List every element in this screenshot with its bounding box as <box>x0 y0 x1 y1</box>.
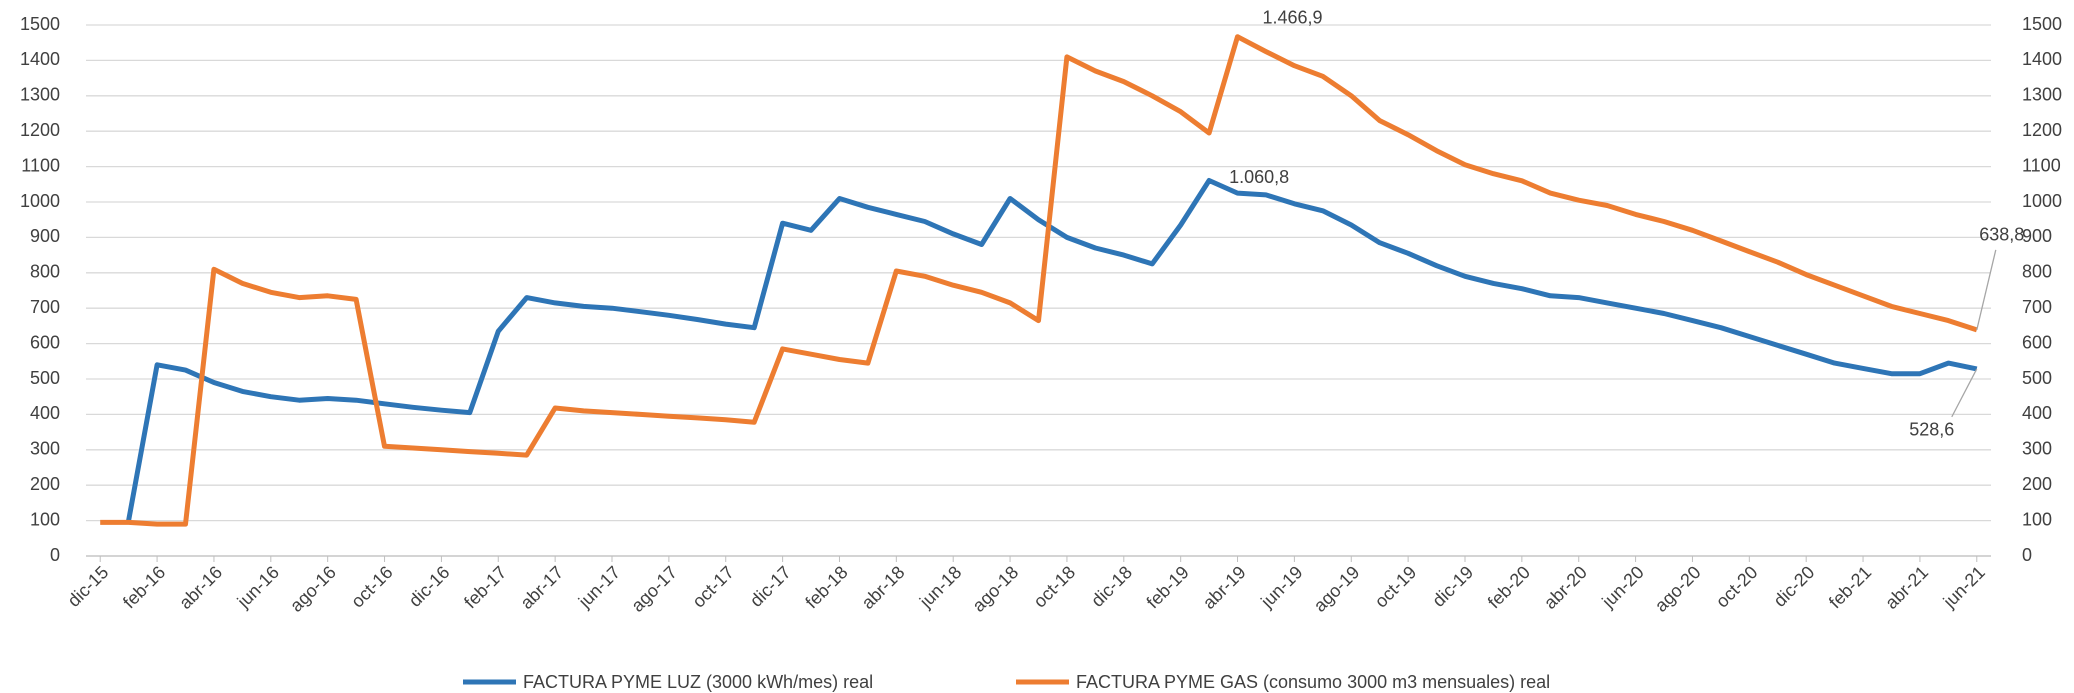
y2-tick-label: 900 <box>2022 226 2052 246</box>
y-tick-label: 1400 <box>20 49 60 69</box>
x-tick-label: abr-18 <box>858 562 909 613</box>
x-tick-label: ago-16 <box>286 562 340 616</box>
y-tick-label: 300 <box>30 439 60 459</box>
x-tick-label: abr-19 <box>1199 562 1250 613</box>
y2-tick-label: 1300 <box>2022 85 2062 105</box>
y-tick-label: 1300 <box>20 85 60 105</box>
x-tick-label: ago-17 <box>627 562 681 616</box>
line-series <box>100 34 1978 527</box>
x-tick-label: abr-17 <box>516 562 567 613</box>
x-tick-label: oct-19 <box>1371 562 1421 612</box>
x-tick-label: dic-17 <box>746 562 795 611</box>
y2-tick-label: 1500 <box>2022 14 2062 34</box>
x-tick-label: jun-21 <box>1939 562 1989 612</box>
x-tick-label: abr-20 <box>1540 562 1591 613</box>
legend-label: FACTURA PYME GAS (consumo 3000 m3 mensua… <box>1076 672 1550 692</box>
x-tick-label: dic-16 <box>405 562 454 611</box>
x-tick-label: feb-17 <box>460 562 510 612</box>
x-tick-label: dic-15 <box>64 562 113 611</box>
data-label: 1.466,9 <box>1263 7 1323 27</box>
x-tick-label: dic-19 <box>1428 562 1477 611</box>
y-tick-label: 700 <box>30 297 60 317</box>
y2-tick-label: 100 <box>2022 509 2052 529</box>
x-tick-label: feb-21 <box>1825 562 1875 612</box>
y2-tick-label: 0 <box>2022 545 2032 565</box>
y-tick-label: 800 <box>30 262 60 282</box>
y2-tick-label: 200 <box>2022 474 2052 494</box>
legend-label: FACTURA PYME LUZ (3000 kWh/mes) real <box>523 672 873 692</box>
y-tick-label: 600 <box>30 332 60 352</box>
y2-tick-label: 600 <box>2022 332 2052 352</box>
x-tick-label: jun-17 <box>574 562 624 612</box>
y2-tick-label: 400 <box>2022 403 2052 423</box>
x-tick-label: oct-16 <box>347 562 397 612</box>
x-tick-label: feb-19 <box>1143 562 1193 612</box>
y-tick-label: 400 <box>30 403 60 423</box>
line-series <box>126 178 1978 522</box>
y2-tick-label: 300 <box>2022 439 2052 459</box>
y-tick-label: 900 <box>30 226 60 246</box>
y2-tick-label: 1200 <box>2022 120 2062 140</box>
label-leader <box>1951 368 1978 418</box>
y-tick-label: 100 <box>30 509 60 529</box>
data-label: 528,6 <box>1909 420 1954 440</box>
x-tick-label: oct-17 <box>688 562 738 612</box>
x-tick-label: oct-20 <box>1712 562 1762 612</box>
x-tick-label: jun-18 <box>915 562 965 612</box>
label-leader <box>1976 249 1997 331</box>
y-tick-label: 200 <box>30 474 60 494</box>
x-tick-label: dic-20 <box>1770 562 1819 611</box>
y2-tick-label: 800 <box>2022 262 2052 282</box>
y2-tick-label: 1100 <box>2022 155 2061 175</box>
x-tick-label: ago-20 <box>1651 562 1705 616</box>
y2-tick-label: 700 <box>2022 297 2052 317</box>
x-tick-label: dic-18 <box>1087 562 1136 611</box>
y2-tick-label: 1000 <box>2022 191 2062 211</box>
x-tick-label: abr-16 <box>175 562 226 613</box>
x-tick-label: oct-18 <box>1030 562 1080 612</box>
y-tick-label: 1500 <box>20 14 60 34</box>
y2-tick-label: 1400 <box>2022 49 2062 69</box>
y-tick-label: 1100 <box>21 155 60 175</box>
data-label: 638,8 <box>1979 225 2024 245</box>
x-tick-label: jun-16 <box>233 562 283 612</box>
x-tick-label: jun-19 <box>1256 562 1306 612</box>
x-tick-label: abr-21 <box>1881 562 1932 613</box>
y-tick-label: 1200 <box>20 120 60 140</box>
y-tick-label: 1000 <box>20 191 60 211</box>
y-tick-label: 0 <box>50 545 60 565</box>
x-tick-label: feb-18 <box>801 562 851 612</box>
data-label: 1.060,8 <box>1229 167 1289 187</box>
y-tick-label: 500 <box>30 368 60 388</box>
x-tick-label: ago-19 <box>1310 562 1364 616</box>
x-tick-label: ago-18 <box>968 562 1022 616</box>
x-tick-label: jun-20 <box>1598 562 1648 612</box>
x-tick-label: feb-20 <box>1484 562 1534 612</box>
y2-tick-label: 500 <box>2022 368 2052 388</box>
x-tick-label: feb-16 <box>119 562 169 612</box>
